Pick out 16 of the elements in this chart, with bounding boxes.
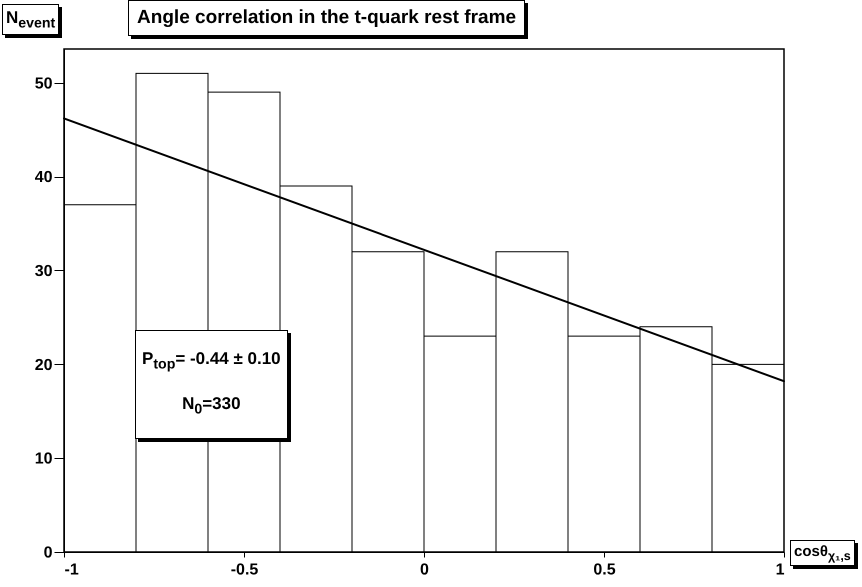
y-tick-label: 0 [44,544,53,562]
annotation: N$_{0}$=330 [181,393,242,420]
x-tick-label: 0 [420,562,430,578]
y-tick-label: 10 [34,450,53,468]
x-tick-label: 1 [776,562,785,578]
x-tick-label: 0.5 [593,562,616,578]
y-tick-label: 40 [34,169,53,186]
y-tick-label: 30 [34,262,53,280]
y-tick-label: 50 [34,75,53,92]
x-tick-label: -0.5 [230,562,258,578]
y-axis-title: N$_{event}$ [2,4,60,36]
x-axis-title: cosθ$_{χ₁,s}$ [790,540,855,566]
annotation: P$_{top}$= -0.44 ± 0.10 [142,348,281,374]
chart-title: Angle correlation in the t-quark rest frame [128,0,526,36]
x-tick-label: -1 [64,562,79,578]
y-tick-label: 20 [34,356,53,374]
